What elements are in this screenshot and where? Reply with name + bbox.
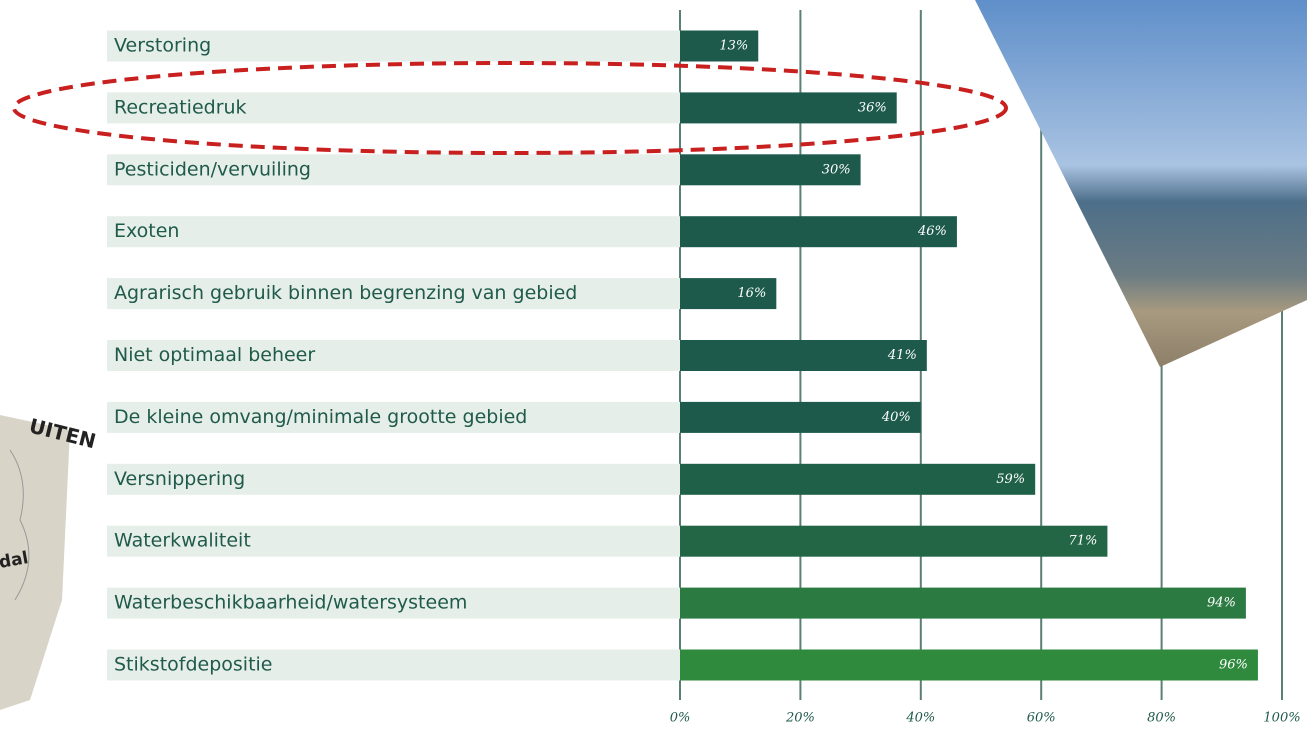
category-label: De kleine omvang/minimale grootte gebied [114,406,527,428]
value-label: 46% [917,224,947,239]
bar [680,216,957,247]
category-label: Stikstofdepositie [114,654,273,676]
value-label: 30% [822,162,851,177]
x-tick-label: 60% [1027,711,1056,726]
value-label: 36% [858,100,887,115]
category-label: Exoten [114,220,179,242]
value-label: 71% [1069,534,1098,549]
value-label: 13% [719,39,748,54]
category-label: Recreatiedruk [114,96,247,118]
category-label: Verstoring [114,35,211,57]
x-tick-label: 100% [1263,711,1300,726]
chart: 0% 20% 40% 60% 80% 100% Verstoring 13% Recreatie… [0,0,1307,729]
value-label: 41% [887,348,917,363]
x-tick-label: 0% [670,711,691,726]
value-label: 40% [881,410,911,425]
category-label: Agrarisch gebruik binnen begrenzing van … [114,282,577,304]
category-label: Niet optimaal beheer [114,344,315,366]
x-tick-label: 20% [785,711,815,726]
x-tick-label: 80% [1147,711,1176,726]
bar [680,526,1107,557]
photo [975,0,1307,367]
category-label: Pesticiden/vervuiling [114,158,311,180]
category-label: Waterbeschikbaarheid/watersysteem [114,592,467,614]
x-tick-label: 40% [905,711,935,726]
bar [680,650,1258,681]
bar [680,464,1035,495]
category-label: Versnippering [114,468,245,490]
value-label: 59% [996,472,1025,487]
label-band [107,216,680,247]
value-label: 94% [1207,596,1236,611]
bar [680,588,1246,619]
category-label: Waterkwaliteit [114,530,251,552]
value-label: 16% [737,286,766,301]
value-label: 96% [1219,658,1248,673]
